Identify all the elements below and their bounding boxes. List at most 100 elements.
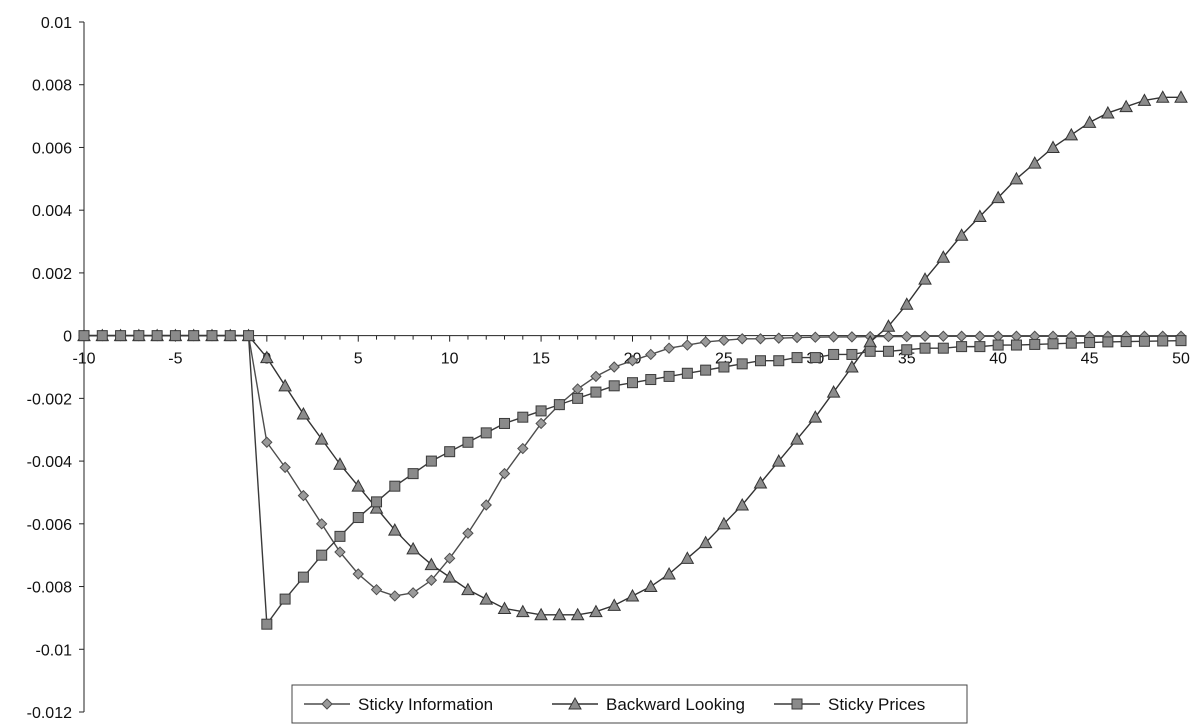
data-point — [1120, 336, 1132, 348]
legend-box — [291, 684, 968, 724]
data-point — [387, 523, 402, 536]
data-point — [791, 352, 803, 364]
x-tick-label: 10 — [441, 351, 459, 368]
data-point — [444, 446, 456, 458]
data-point — [899, 297, 914, 310]
data-point — [881, 319, 896, 332]
data-point — [517, 411, 529, 423]
data-point — [389, 590, 401, 602]
data-point — [992, 339, 1004, 351]
axes: 0.01 0.008 0.006 0.004 0.002 0 -0.002 -0.004 -0.… — [27, 15, 1190, 722]
data-point — [845, 359, 859, 373]
data-point — [1175, 335, 1187, 347]
data-point — [607, 598, 622, 611]
data-point — [956, 341, 968, 353]
y-tick-label: 0.004 — [32, 203, 72, 220]
data-point — [937, 342, 949, 354]
data-point — [315, 518, 328, 530]
data-point — [991, 190, 1006, 204]
data-point — [1046, 140, 1060, 153]
data-point — [955, 330, 968, 342]
data-point — [1065, 337, 1077, 349]
data-point — [169, 330, 181, 342]
data-point — [974, 341, 986, 353]
data-point — [1138, 335, 1150, 347]
x-tick-label: -10 — [72, 351, 95, 368]
data-point — [517, 442, 529, 455]
data-point — [424, 557, 439, 571]
data-point — [479, 592, 494, 605]
data-point — [919, 342, 931, 354]
data-point — [954, 228, 969, 241]
data-point — [224, 330, 236, 342]
data-point — [316, 549, 328, 561]
legend-label: Backward Looking — [606, 695, 745, 714]
y-tick-label: -0.01 — [36, 642, 73, 659]
data-point — [590, 386, 602, 398]
series-sticky-information — [78, 329, 1187, 602]
data-point — [827, 331, 840, 343]
data-point — [663, 342, 675, 354]
data-point — [371, 496, 383, 508]
data-point — [826, 385, 841, 398]
data-point — [1064, 127, 1079, 141]
data-point — [662, 566, 676, 580]
data-point — [973, 209, 987, 222]
data-point — [407, 468, 419, 480]
series-sticky-prices — [78, 330, 1187, 630]
data-point — [699, 336, 712, 348]
y-tick-label: 0 — [63, 329, 72, 346]
data-point — [425, 455, 437, 467]
data-point — [351, 479, 366, 492]
y-tick-label: 0.01 — [41, 15, 72, 32]
data-point — [608, 380, 620, 392]
data-point — [1009, 171, 1024, 185]
data-point — [663, 370, 675, 382]
data-point — [736, 333, 748, 345]
data-point — [369, 501, 384, 514]
y-tick-label: -0.002 — [27, 391, 72, 408]
data-point — [717, 516, 731, 530]
data-point — [480, 427, 492, 439]
y-tick-label: -0.006 — [27, 517, 72, 534]
data-point — [718, 361, 730, 373]
data-point — [389, 480, 401, 492]
data-point — [243, 330, 255, 342]
data-point — [96, 330, 108, 342]
data-point — [151, 330, 163, 342]
data-point — [279, 593, 291, 605]
data-point — [681, 367, 693, 379]
data-point — [206, 330, 218, 342]
y-tick-label: 0.008 — [32, 78, 72, 95]
data-point — [1047, 338, 1059, 350]
data-point — [1119, 99, 1133, 113]
data-point — [680, 551, 695, 564]
data-point — [1157, 335, 1169, 347]
legend-marker — [568, 696, 582, 710]
data-point — [1155, 90, 1170, 103]
data-point — [735, 497, 750, 511]
data-point — [498, 467, 511, 480]
data-point — [626, 355, 639, 367]
data-point — [753, 476, 768, 489]
data-point — [771, 454, 786, 467]
data-point — [279, 461, 291, 474]
data-point — [407, 587, 419, 599]
data-point — [627, 377, 638, 389]
legend-item: Backward Looking — [552, 695, 745, 714]
data-point — [608, 361, 620, 373]
data-point — [1102, 336, 1114, 348]
data-point — [462, 436, 474, 448]
data-point — [700, 364, 712, 376]
data-point — [828, 348, 840, 360]
data-point — [133, 330, 145, 342]
data-point — [261, 436, 273, 448]
data-point — [515, 604, 530, 618]
data-point — [645, 374, 657, 386]
data-point — [442, 570, 457, 583]
data-point — [188, 330, 200, 342]
data-point — [461, 582, 475, 596]
legend-item: Sticky Prices — [774, 695, 925, 714]
